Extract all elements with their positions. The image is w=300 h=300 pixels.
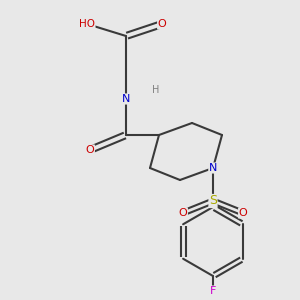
Text: S: S [209, 194, 217, 208]
Text: F: F [210, 286, 216, 296]
Text: HO: HO [79, 19, 95, 29]
Text: H: H [152, 85, 160, 95]
Text: O: O [85, 145, 94, 155]
Text: O: O [178, 208, 188, 218]
Text: N: N [209, 163, 217, 173]
Text: N: N [122, 94, 130, 104]
Text: O: O [158, 19, 166, 29]
Text: O: O [238, 208, 247, 218]
